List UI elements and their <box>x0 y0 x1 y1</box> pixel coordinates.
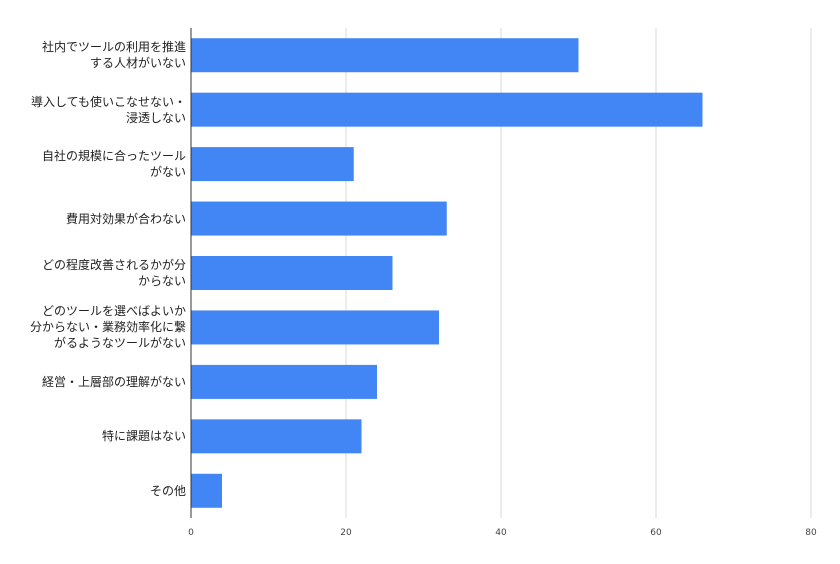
bar <box>191 147 354 182</box>
category-label: どのツールを選べばよいか 分からない・業務効率化に繋 がるようなツールがない <box>29 304 186 351</box>
category-label: 費用対効果が合わない <box>65 211 186 226</box>
bar <box>191 364 377 399</box>
bar <box>191 419 362 454</box>
bars <box>191 38 703 508</box>
bar <box>191 38 579 73</box>
bar <box>191 256 393 290</box>
bar <box>191 310 439 345</box>
x-tick-labels: 0 20 40 60 80 <box>188 528 817 538</box>
x-tick-label: 60 <box>650 528 662 538</box>
x-tick-label: 80 <box>805 528 817 538</box>
category-label: 特に課題はない <box>101 429 186 444</box>
category-label: 導入しても使いこなせない・ 浸透しない <box>30 94 186 125</box>
x-tick-label: 20 <box>340 528 352 538</box>
x-tick-label: 40 <box>495 528 507 538</box>
bar <box>191 92 703 127</box>
category-label: 社内でツールの利用を推進 する人材がいない <box>41 40 186 71</box>
category-label: 経営・上層部の理解がない <box>41 374 186 389</box>
x-tick-label: 0 <box>188 528 194 538</box>
category-label: 自社の規模に合ったツール がない <box>41 149 186 180</box>
bar <box>191 473 222 508</box>
bar <box>191 201 447 236</box>
category-label: その他 <box>149 483 186 498</box>
category-label: どの程度改善されるかが分 からない <box>41 258 186 288</box>
